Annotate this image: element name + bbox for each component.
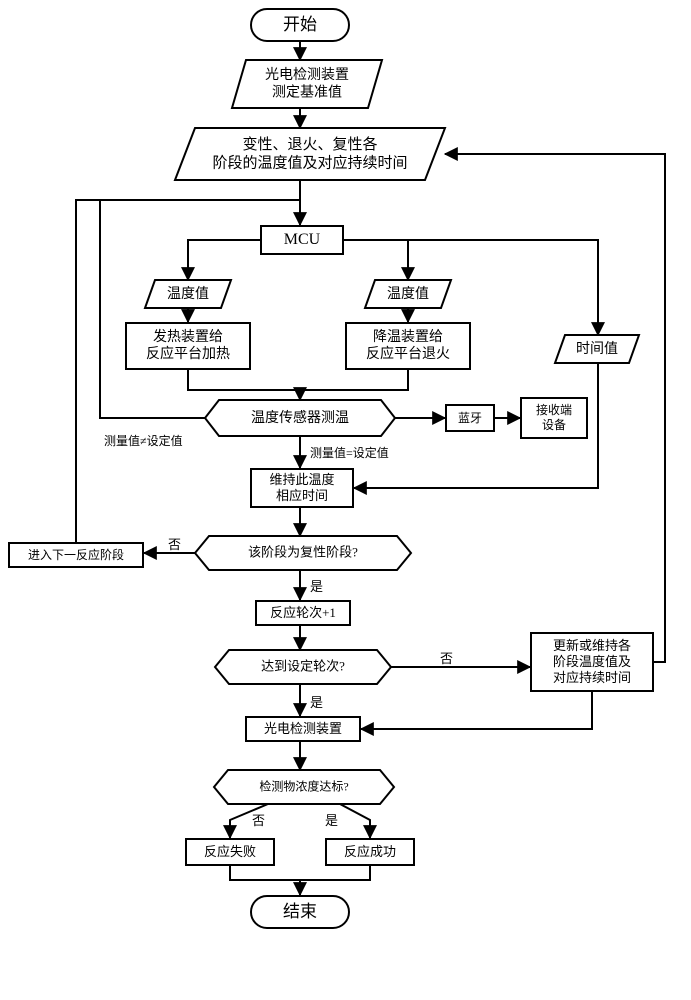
svg-text:该阶段为复性阶段?: 该阶段为复性阶段? [248, 545, 358, 560]
label-yes1: 是 [310, 576, 323, 595]
hold-node: 维持此温度 相应时间 [250, 468, 354, 508]
heat-node: 发热装置给 反应平台加热 [125, 322, 251, 370]
svg-text:测定基准值: 测定基准值 [272, 84, 342, 101]
svg-text:阶段的温度值及对应持续时间: 阶段的温度值及对应持续时间 [212, 154, 407, 172]
round-node: 反应轮次+1 [255, 600, 351, 626]
label-no1: 否 [168, 534, 181, 553]
label-yes2: 是 [310, 692, 323, 711]
fail-node: 反应失败 [185, 838, 275, 866]
cool-node: 降温装置给 反应平台退火 [345, 322, 471, 370]
svg-text:温度值: 温度值 [167, 286, 209, 302]
mcu-node: MCU [260, 225, 344, 255]
bt-node: 蓝牙 [445, 404, 495, 432]
svg-text:检测物浓度达标?: 检测物浓度达标? [259, 778, 348, 793]
succ-node: 反应成功 [325, 838, 415, 866]
end-node: 结束 [250, 895, 350, 929]
update-node: 更新或维持各 阶段温度值及 对应持续时间 [530, 632, 654, 692]
label-no3: 否 [252, 810, 265, 829]
svg-text:变性、退火、复性各: 变性、退火、复性各 [242, 135, 377, 153]
start-node: 开始 [250, 8, 350, 42]
label-neq: 测量值≠设定值 [104, 432, 183, 449]
svg-text:温度值: 温度值 [387, 286, 429, 302]
label-eq: 测量值=设定值 [310, 444, 389, 461]
next-stage-node: 进入下一反应阶段 [8, 542, 144, 568]
label-no2: 否 [440, 648, 453, 667]
svg-text:光电检测装置: 光电检测装置 [265, 67, 349, 83]
svg-text:温度传感器测温: 温度传感器测温 [251, 409, 349, 426]
recv-node: 接收端 设备 [520, 397, 588, 439]
photo-node: 光电检测装置 [245, 716, 361, 742]
svg-text:达到设定轮次?: 达到设定轮次? [261, 659, 345, 674]
label-yes3: 是 [325, 810, 338, 829]
svg-text:时间值: 时间值 [576, 341, 618, 357]
